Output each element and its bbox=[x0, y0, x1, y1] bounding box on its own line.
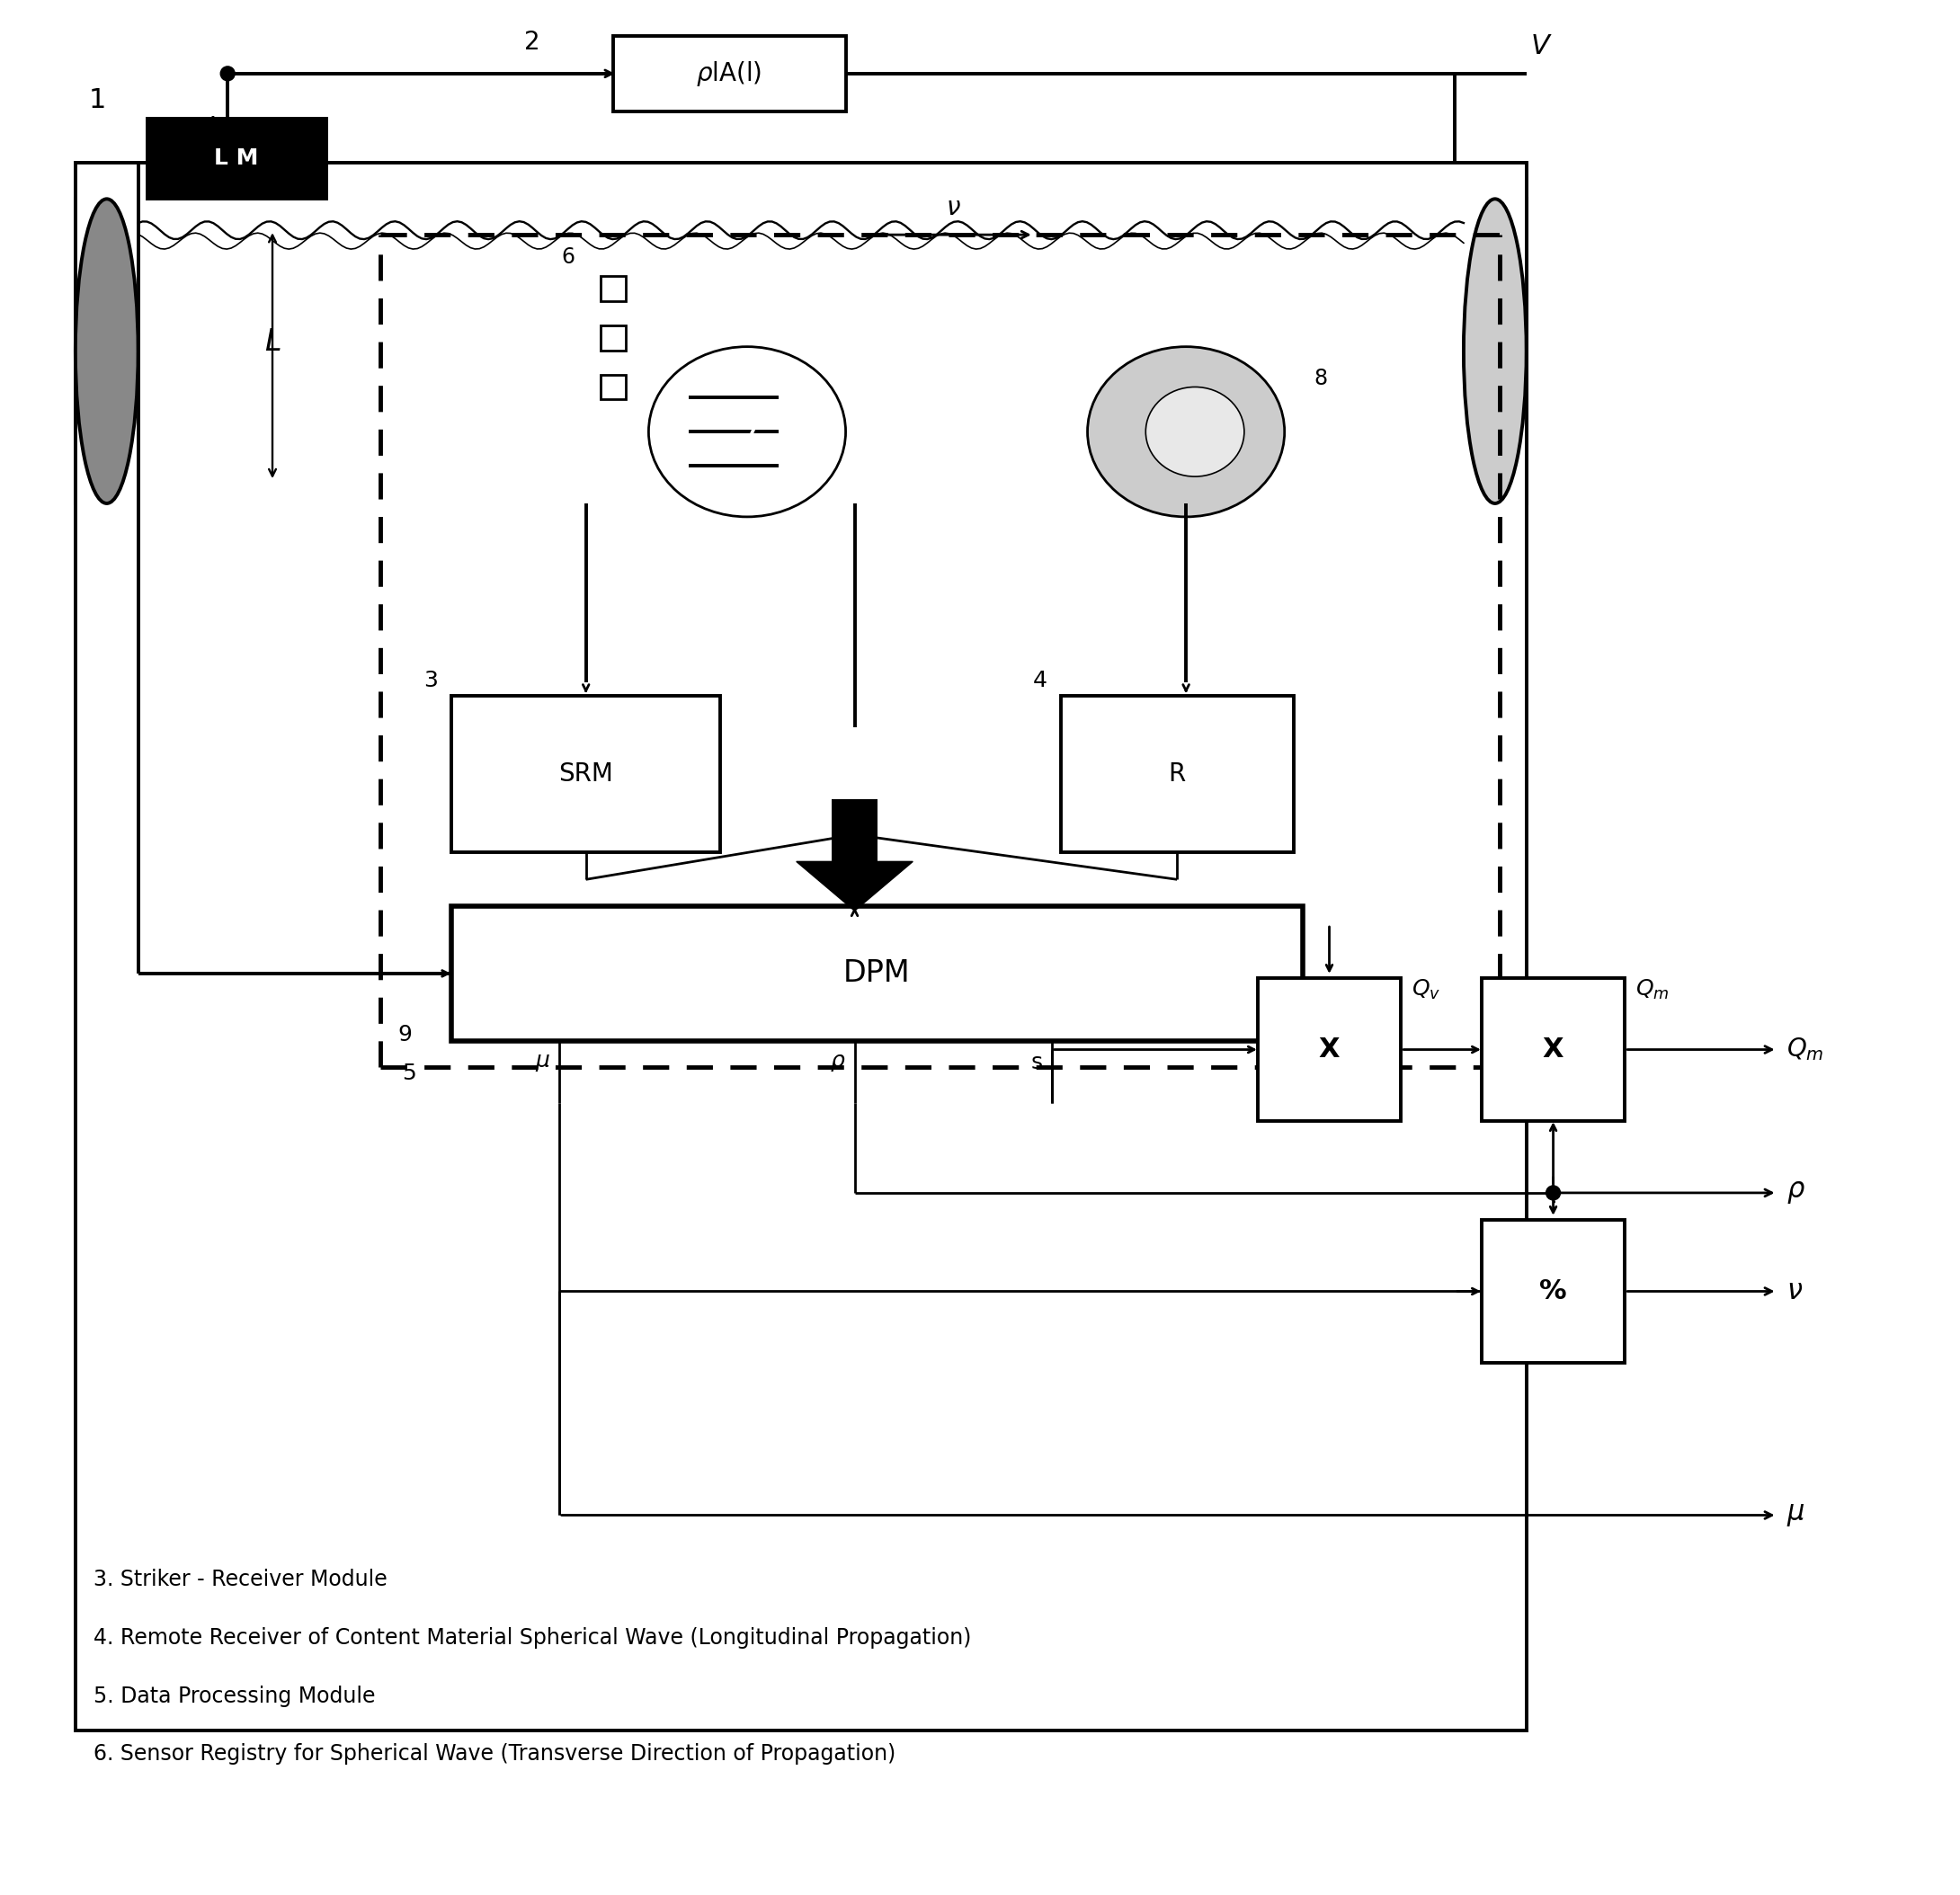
Ellipse shape bbox=[1088, 347, 1284, 517]
Text: 7: 7 bbox=[745, 423, 759, 442]
Text: DPM: DPM bbox=[843, 959, 911, 989]
Text: R: R bbox=[1168, 762, 1186, 786]
Text: $\rho$lA(l): $\rho$lA(l) bbox=[696, 59, 762, 87]
Bar bbox=[451, 695, 719, 853]
Text: $\rho$: $\rho$ bbox=[829, 1052, 845, 1074]
Ellipse shape bbox=[649, 347, 845, 517]
Circle shape bbox=[220, 66, 235, 81]
Bar bbox=[600, 277, 625, 301]
Text: 3. Striker - Receiver Module: 3. Striker - Receiver Module bbox=[94, 1569, 386, 1590]
Text: $\rho$: $\rho$ bbox=[1786, 1181, 1805, 1205]
Text: SRM: SRM bbox=[559, 762, 613, 786]
Text: s: s bbox=[1031, 1052, 1043, 1074]
Text: 4. Remote Receiver of Content Material Spherical Wave (Longitudinal Propagation): 4. Remote Receiver of Content Material S… bbox=[94, 1628, 970, 1649]
Text: X: X bbox=[1543, 1037, 1564, 1063]
Text: L: L bbox=[208, 116, 221, 140]
Bar bbox=[451, 906, 1303, 1040]
Bar bbox=[1482, 1220, 1625, 1363]
Ellipse shape bbox=[74, 199, 137, 504]
Bar bbox=[831, 800, 878, 862]
Text: 6. Sensor Registry for Spherical Wave (Transverse Direction of Propagation): 6. Sensor Registry for Spherical Wave (T… bbox=[94, 1743, 896, 1764]
Text: $\mu$: $\mu$ bbox=[1786, 1503, 1805, 1527]
Text: 1: 1 bbox=[88, 87, 106, 114]
Text: $Q_v$: $Q_v$ bbox=[1411, 978, 1441, 1001]
Text: 4: 4 bbox=[1033, 669, 1047, 692]
Bar bbox=[1060, 695, 1294, 853]
Text: L: L bbox=[265, 328, 280, 356]
Bar bbox=[74, 199, 1527, 504]
Bar bbox=[600, 375, 625, 400]
Bar bbox=[147, 117, 325, 199]
Text: $Q_m$: $Q_m$ bbox=[1786, 1037, 1823, 1063]
Text: 3: 3 bbox=[423, 669, 439, 692]
Bar bbox=[1258, 978, 1401, 1122]
Text: $\nu$: $\nu$ bbox=[1786, 1279, 1803, 1304]
Bar bbox=[137, 280, 1464, 495]
Text: 5: 5 bbox=[402, 1063, 416, 1084]
Text: %: % bbox=[1539, 1279, 1566, 1304]
Ellipse shape bbox=[1464, 199, 1527, 504]
Text: X: X bbox=[1319, 1037, 1341, 1063]
Text: V: V bbox=[1531, 34, 1550, 61]
Text: 2: 2 bbox=[523, 30, 541, 55]
Text: $\mu$: $\mu$ bbox=[535, 1052, 551, 1074]
Text: L M: L M bbox=[214, 148, 259, 169]
Polygon shape bbox=[796, 862, 913, 911]
Text: $\nu$: $\nu$ bbox=[945, 195, 960, 220]
Bar bbox=[74, 163, 1527, 1730]
Text: $Q_m$: $Q_m$ bbox=[1635, 978, 1670, 1001]
Text: 5. Data Processing Module: 5. Data Processing Module bbox=[94, 1685, 374, 1707]
Bar bbox=[1482, 978, 1625, 1122]
Bar bbox=[600, 326, 625, 351]
Text: 9: 9 bbox=[398, 1023, 412, 1046]
Bar bbox=[613, 36, 845, 112]
Circle shape bbox=[1546, 1186, 1560, 1200]
Ellipse shape bbox=[1147, 387, 1245, 476]
Text: 6: 6 bbox=[561, 246, 574, 267]
Text: 8: 8 bbox=[1313, 368, 1327, 388]
